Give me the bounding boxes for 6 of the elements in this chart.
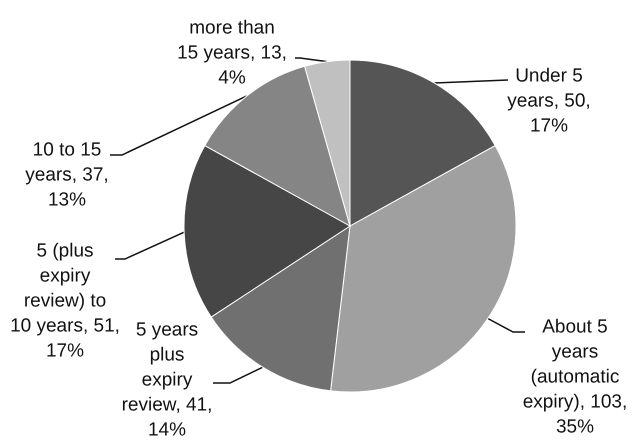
slice-label: 5 years plus expiry review, 41, 14% <box>122 320 212 440</box>
slice-label: 5 (plus expiry review) to 10 years, 51, 17% <box>10 240 120 362</box>
slice-label: About 5 years (automatic expiry), 103, 35% <box>522 316 628 438</box>
slice-label: more than 15 years, 13, 4% <box>177 18 287 88</box>
slice-label: Under 5 years, 50, 17% <box>507 66 591 136</box>
slice-label: 10 to 15 years, 37, 13% <box>25 140 109 210</box>
